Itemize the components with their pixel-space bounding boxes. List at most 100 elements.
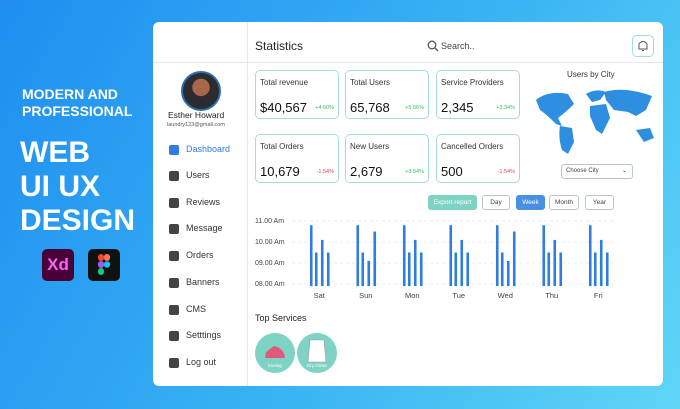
bar (588, 225, 592, 287)
user-name: Esther Howard (168, 110, 225, 120)
menu-item[interactable]: Reviews (186, 197, 221, 207)
bar (466, 252, 470, 287)
menu-item[interactable]: Dashboard (186, 144, 231, 154)
card-value: 10,679 (260, 164, 300, 179)
bar (495, 225, 499, 287)
user-email: laundry123@gmail.com (167, 122, 225, 128)
promo-line: PROFESSIONAL (22, 103, 133, 119)
menu-item[interactable]: Users (186, 170, 210, 180)
y-tick-label: 08.00 Am (255, 281, 285, 288)
x-tick-label: Sun (359, 291, 372, 300)
bar (593, 252, 597, 287)
bar (373, 231, 377, 287)
x-tick-label: Tue (452, 291, 465, 300)
x-tick-label: Wed (498, 291, 513, 300)
control-button[interactable]: Week (516, 195, 545, 210)
card-value: 500 (441, 164, 463, 179)
card-change: +5.66% (405, 105, 424, 111)
promo-title: WEB UI UX DESIGN (20, 136, 135, 238)
menu-item[interactable]: Message (186, 223, 223, 233)
iron-glyph (265, 346, 285, 358)
bar (407, 252, 411, 287)
bar (553, 239, 557, 287)
card-label: Service Providers (441, 78, 504, 87)
menu-icon (169, 331, 179, 341)
bar (454, 252, 458, 287)
card-change: -1.54% (497, 169, 515, 175)
menu-icon (169, 198, 179, 208)
card-change: +4.60% (315, 105, 334, 111)
card-label: Total Users (350, 78, 391, 87)
figma-icon (88, 249, 120, 281)
menu-item[interactable]: Log out (186, 357, 217, 367)
menu-icon (169, 305, 179, 315)
control-button[interactable]: Export report (428, 195, 477, 210)
menu-icon (169, 278, 179, 288)
service-label: Ironing (268, 363, 282, 368)
bar (460, 239, 464, 287)
card-value: 2,345 (441, 100, 474, 115)
y-tick-label: 10.00 Am (255, 239, 285, 246)
bar (512, 231, 516, 287)
menu-item[interactable]: CMS (186, 304, 206, 314)
control-button[interactable]: Day (482, 195, 510, 210)
y-tick-label: 09.00 Am (255, 260, 285, 267)
card-value: 65,768 (350, 100, 390, 115)
header-divider (153, 62, 663, 63)
service-label: Dry Clean (307, 363, 328, 368)
promo-big: WEB (20, 136, 90, 169)
promo-big: DESIGN (20, 204, 136, 237)
menu-item[interactable]: Setttings (186, 330, 222, 340)
avatar (181, 71, 221, 111)
card-change: +3.34% (496, 105, 515, 111)
card-label: New Users (350, 142, 390, 151)
x-tick-label: Mon (405, 291, 420, 300)
bar (506, 260, 510, 287)
stat-card: New Users 2,679 +3.54% (345, 134, 429, 183)
bar (542, 225, 546, 287)
bar (599, 239, 603, 287)
menu-icon (169, 171, 179, 181)
coat-glyph (307, 339, 327, 363)
menu-icon (169, 358, 179, 368)
menu-item[interactable]: Orders (186, 250, 214, 260)
promo-line: MODERN AND (22, 86, 118, 102)
sidebar (153, 22, 248, 386)
menu-icon (169, 251, 179, 261)
bar (419, 252, 423, 287)
map-title: Users by City (567, 70, 615, 79)
bar (309, 225, 313, 287)
world-map (536, 89, 654, 154)
x-tick-label: Thu (545, 291, 558, 300)
menu-item[interactable]: Banners (186, 277, 220, 287)
select-arrow: ⌄ (621, 168, 627, 174)
promo-subtitle: MODERN AND PROFESSIONAL (22, 86, 132, 120)
stat-card: Total revenue $40,567 +4.60% (255, 70, 339, 119)
bar (356, 225, 360, 287)
card-change: -1.54% (316, 169, 334, 175)
page-title: Statistics (255, 39, 304, 53)
bar (326, 252, 330, 287)
card-label: Total revenue (260, 78, 309, 87)
card-label: Cancelled Orders (441, 142, 504, 151)
bell-button[interactable] (632, 35, 654, 57)
search-input[interactable]: Search.. (441, 41, 475, 51)
services-title: Top Services (255, 313, 307, 323)
bar (361, 252, 365, 287)
bar (605, 252, 609, 287)
card-value: $40,567 (260, 100, 307, 115)
bar (320, 239, 324, 287)
card-label: Total Orders (260, 142, 304, 151)
x-tick-label: Fri (594, 291, 603, 300)
control-button[interactable]: Year (585, 195, 614, 210)
stat-card: Total Users 65,768 +5.66% (345, 70, 429, 119)
bar (547, 252, 551, 287)
search-icon (427, 40, 439, 52)
control-button[interactable]: Month (549, 195, 579, 210)
bar (314, 252, 318, 287)
bar (367, 260, 371, 287)
city-select[interactable]: Choose City ⌄ (561, 164, 633, 179)
stat-card: Total Orders 10,679 -1.54% (255, 134, 339, 183)
